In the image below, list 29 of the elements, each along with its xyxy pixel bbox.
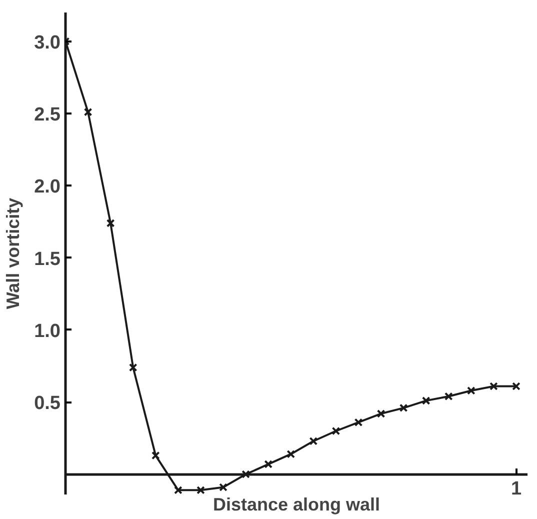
point — [219, 483, 228, 492]
y-tick-label: 1.0 — [34, 320, 61, 342]
point — [286, 450, 296, 458]
point — [354, 418, 363, 427]
y-axis-title: Wall vorticity — [3, 198, 24, 310]
point — [84, 108, 92, 116]
point — [490, 382, 498, 390]
y-tick-label: 1.5 — [34, 248, 61, 270]
point — [128, 363, 138, 372]
point — [399, 404, 408, 412]
point — [512, 382, 520, 390]
point — [332, 426, 340, 436]
x-axis-title: Distance along wall — [212, 494, 380, 514]
y-tick-label: 2.0 — [34, 176, 61, 198]
point — [151, 451, 160, 460]
annotation: 1 — [510, 478, 522, 500]
point — [422, 396, 430, 405]
point — [196, 486, 205, 494]
y-tick-label: 0.5 — [34, 393, 61, 414]
point — [444, 392, 453, 401]
point — [376, 410, 386, 418]
point — [174, 486, 182, 494]
y-tick-label: 3.0 — [34, 32, 61, 54]
point — [264, 460, 273, 468]
point — [106, 219, 115, 228]
point — [242, 470, 250, 478]
y-tick-label: 2.5 — [34, 104, 61, 126]
point — [309, 436, 318, 446]
point — [466, 386, 476, 395]
